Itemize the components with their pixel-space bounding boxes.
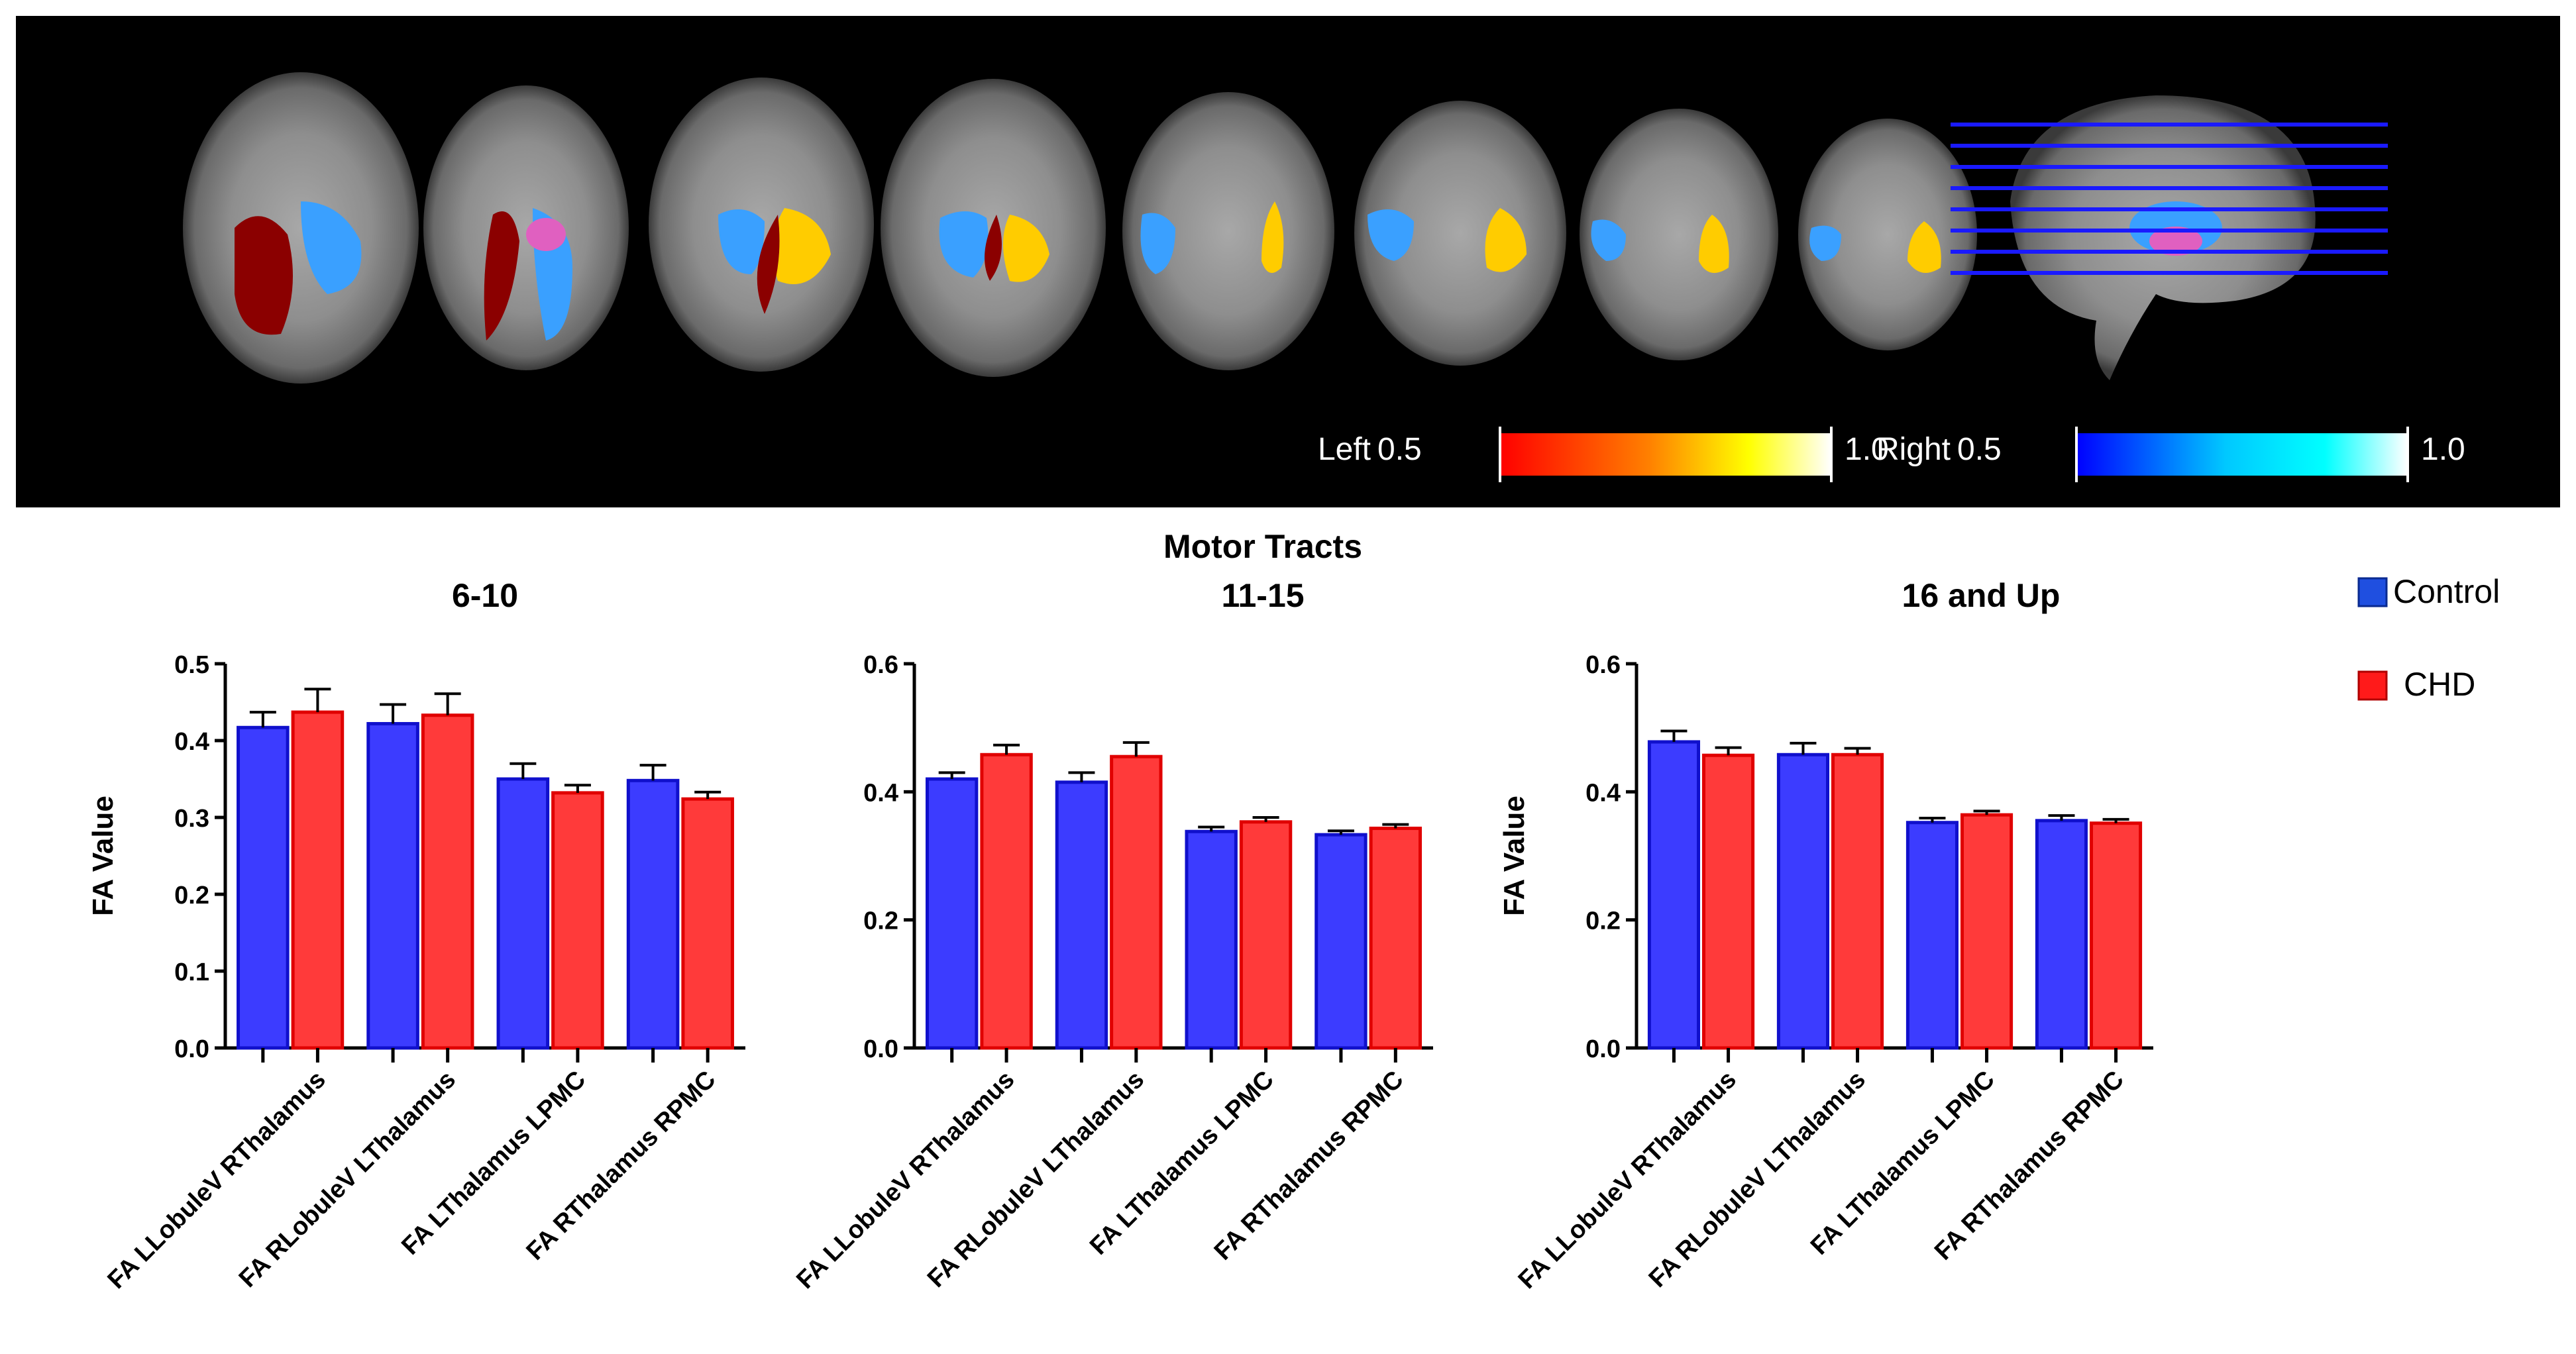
y-tick-label: 0.2 xyxy=(1585,908,1621,935)
chart-6-10: 6-10 FA Value 0.0 0.1 0.2 0.3 0.4 0.5 FA LLobule… xyxy=(87,577,745,1294)
y-tick-label: 0.3 xyxy=(174,805,209,833)
bar-chd xyxy=(2090,821,2143,1050)
x-tick-label: FA RLobuleV LThalamus xyxy=(234,1066,461,1293)
y-tick-label: 0.1 xyxy=(174,959,209,986)
bar-control xyxy=(237,725,290,1050)
bar-control xyxy=(366,721,419,1050)
colorbar-left-max: 1.0 xyxy=(1845,432,1889,467)
chart-title: 6-10 xyxy=(452,577,518,614)
y-tick-label: 0.2 xyxy=(174,882,209,910)
colorbar-right: Right 0.5 1.0 xyxy=(1876,427,2465,482)
x-tick-label: FA RLobuleV LThalamus xyxy=(922,1066,1150,1293)
bar-control xyxy=(1776,753,1829,1050)
bar-chd xyxy=(1831,753,1884,1050)
bar-control xyxy=(496,777,550,1050)
bar-chd xyxy=(291,710,345,1050)
y-tick-label: 0.2 xyxy=(863,908,898,935)
bar-chd xyxy=(1960,813,2013,1050)
colorbar-left: Left 0.5 1.0 xyxy=(1318,427,1889,482)
brain-slice-1 xyxy=(183,72,419,384)
brain-slice-5 xyxy=(1122,92,1334,370)
bar-chd xyxy=(421,713,474,1050)
x-tick-label: FA RLobuleV LThalamus xyxy=(1644,1066,1871,1293)
chart-title: 11-15 xyxy=(1221,577,1304,614)
chart-title: 16 and Up xyxy=(1902,577,2061,614)
colorbar-left-min: 0.5 xyxy=(1377,432,1422,467)
bar-control xyxy=(1315,833,1368,1050)
bar-chd xyxy=(1702,753,1755,1050)
bar-control xyxy=(1055,780,1108,1050)
y-tick-label: 0.4 xyxy=(1585,779,1621,807)
bar-control xyxy=(925,777,979,1050)
brain-slice-7 xyxy=(1580,109,1778,360)
bar-chd xyxy=(980,753,1033,1050)
bar-control xyxy=(1905,821,1959,1050)
y-tick-label: 0.6 xyxy=(1585,651,1621,679)
brain-slice-6 xyxy=(1354,101,1566,366)
bar-control xyxy=(1185,829,1238,1050)
figure-title: Motor Tracts xyxy=(1163,528,1362,565)
legend-swatch-control xyxy=(2357,577,2388,607)
bar-chd xyxy=(681,797,734,1050)
bar-chd xyxy=(1110,755,1163,1050)
bar-chd xyxy=(1369,826,1422,1050)
y-tick-label: 0.0 xyxy=(174,1035,209,1063)
colorbar-right-min: 0.5 xyxy=(1957,432,2002,467)
bar-chd xyxy=(1239,820,1293,1050)
brain-slice-3 xyxy=(649,78,874,372)
colorbar-right-max: 1.0 xyxy=(2421,432,2465,467)
brain-slice-8 xyxy=(1798,119,1977,350)
y-tick-label: 0.6 xyxy=(863,651,898,679)
brain-slice-4 xyxy=(881,79,1106,377)
chart-11-15: 11-15 0.0 0.2 0.4 0.6 FA LLobuleV RThalamusFA… xyxy=(791,577,1433,1294)
chart-16-and-up: 16 and Up FA Value 0.0 0.2 0.4 0.6 FA LLobuleV… xyxy=(1498,577,2153,1294)
y-tick-label: 0.0 xyxy=(1585,1035,1621,1063)
y-tick-label: 0.4 xyxy=(174,728,209,756)
legend-label-chd: CHD xyxy=(2404,666,2475,703)
bar-control xyxy=(1647,740,1700,1050)
y-tick-label: 0.5 xyxy=(174,651,209,679)
brain-image-panel: Left 0.5 1.0 Right 0.5 1.0 xyxy=(16,16,2560,507)
legend-swatch-chd xyxy=(2357,670,2388,701)
y-tick-label: 0.4 xyxy=(863,779,898,807)
bar-chd xyxy=(551,791,604,1050)
charts-area: Motor Tracts 6-10 FA Value 0.0 0.1 0.2 0.3 0.4… xyxy=(87,528,2500,1294)
legend: Control CHD xyxy=(2357,573,2500,703)
y-tick-label: 0.0 xyxy=(863,1035,898,1063)
x-tick-label: FA LLobuleV RThalamus xyxy=(791,1066,1020,1294)
brain-slices-image: Left 0.5 1.0 Right 0.5 1.0 xyxy=(183,72,2465,482)
y-axis-label: FA Value xyxy=(87,796,119,916)
brain-slice-2 xyxy=(423,85,629,370)
x-tick-label: FA LLobuleV RThalamus xyxy=(103,1066,331,1294)
bar-control xyxy=(626,778,680,1050)
x-tick-label: FA LLobuleV RThalamus xyxy=(1513,1066,1742,1294)
colorbar-right-label: Right xyxy=(1876,432,1951,467)
y-axis-label: FA Value xyxy=(1498,796,1530,916)
bar-control xyxy=(2035,819,2088,1050)
brain-sagittal-slice xyxy=(1951,95,2388,380)
colorbar-left-label: Left xyxy=(1318,432,1371,467)
legend-label-control: Control xyxy=(2393,573,2500,610)
